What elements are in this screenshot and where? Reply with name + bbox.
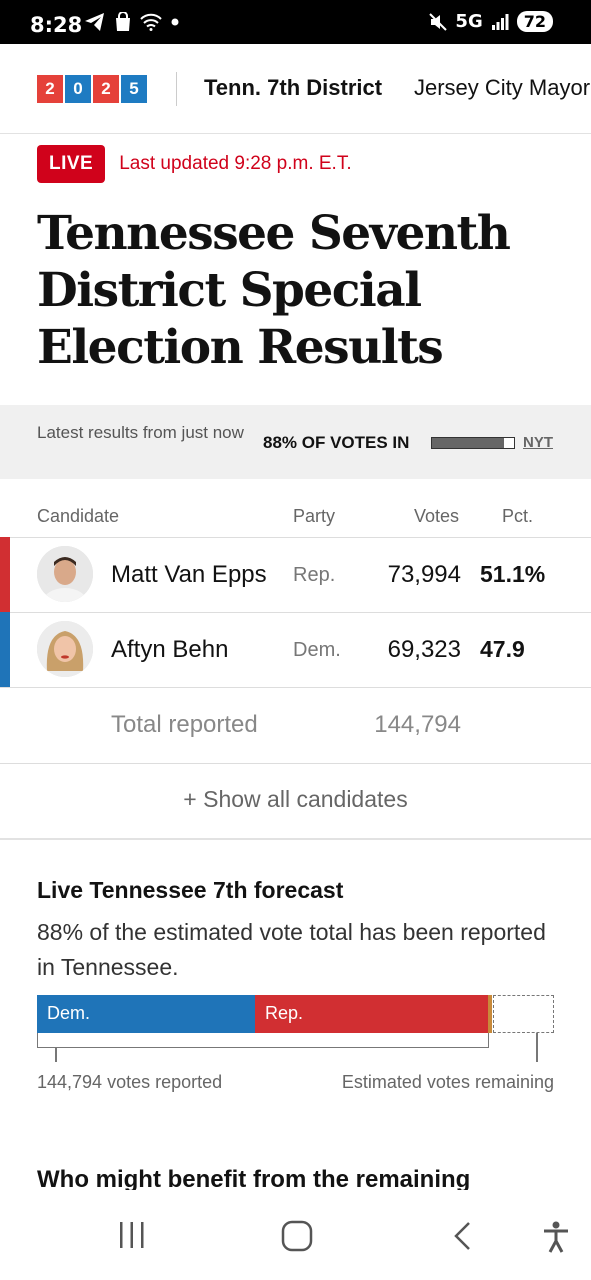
logo-digit: 2 (37, 75, 63, 103)
votes-in-progress (431, 437, 515, 449)
votes-remaining-label: Estimated votes remaining (341, 1072, 554, 1092)
table-divider (0, 763, 591, 764)
shopping-bag-icon (116, 12, 130, 31)
network-label: 5G (455, 11, 483, 32)
signal-icon (491, 13, 509, 30)
system-nav-bar (0, 1190, 591, 1280)
forecast-title: Live Tennessee 7th forecast (37, 877, 344, 903)
header-pct: Pct. (502, 506, 534, 526)
home-icon[interactable] (280, 1220, 314, 1252)
next-section-heading: Who might benefit from the remaining (37, 1166, 471, 1190)
recent-apps-icon[interactable] (116, 1220, 148, 1250)
last-updated: Last updated 9:28 p.m. E.T. (119, 153, 352, 174)
back-icon[interactable] (450, 1220, 476, 1252)
nyt-source-link[interactable]: NYT (523, 434, 553, 451)
candidate-name: Aftyn Behn (111, 636, 229, 663)
forecast-bar-dem: Dem. (37, 995, 255, 1033)
forecast-bar: Dem. Rep. (37, 995, 554, 1033)
battery-icon: 72 (516, 11, 553, 32)
latest-results-text: Latest results from just now (37, 423, 244, 442)
candidate-votes: 73,994 (387, 561, 461, 588)
forecast-bar-other (488, 995, 492, 1033)
forecast-bar-remaining (493, 995, 554, 1033)
party-color-stripe (0, 612, 10, 687)
votes-reported-label: 144,794 votes reported (37, 1072, 223, 1092)
nav-item-tenn-7th-district[interactable]: Tenn. 7th District (204, 75, 383, 100)
dot-icon (171, 18, 179, 26)
logo-digit: 0 (65, 75, 91, 103)
section-divider (0, 838, 591, 840)
avatar-matt-van-epps (37, 546, 93, 602)
candidate-pct: 51.1% (480, 561, 546, 587)
live-status: LIVE Last updated 9:28 p.m. E.T. (37, 145, 352, 183)
status-bar: 8:28 5G 72 (0, 0, 591, 44)
total-reported-label: Total reported (111, 711, 258, 738)
header-candidate: Candidate (37, 506, 120, 526)
results-status-bar: Latest results from just now 88% OF VOTE… (0, 405, 591, 479)
avatar-aftyn-behn (37, 621, 93, 677)
nav-divider (176, 72, 177, 106)
votes-in-progress-fill (432, 438, 505, 448)
candidate-pct: 47.9 (480, 636, 525, 662)
live-badge: LIVE (37, 145, 106, 183)
status-left-icons (84, 12, 180, 32)
table-divider (0, 612, 591, 613)
header-party: Party (293, 506, 336, 526)
candidate-name: Matt Van Epps (111, 561, 267, 588)
candidate-party: Dem. (293, 639, 341, 661)
votes-in-label: 88% OF VOTES IN (263, 433, 410, 452)
status-right-icons: 5G 72 (429, 11, 553, 32)
show-all-candidates-button[interactable]: + Show all candidates (183, 786, 408, 812)
forecast-bar-rep: Rep. (255, 995, 488, 1033)
top-nav: 2 0 2 5 Tenn. 7th District Jersey City M… (0, 44, 591, 134)
logo-digit: 2 (93, 75, 119, 103)
nav-item-jersey-city-mayor[interactable]: Jersey City Mayor (414, 75, 591, 100)
mute-icon (429, 12, 448, 31)
accessibility-icon[interactable] (541, 1220, 571, 1254)
reported-bracket (37, 1033, 489, 1048)
status-time: 8:28 (30, 13, 83, 37)
total-reported-votes: 144,794 (374, 711, 461, 738)
party-color-stripe (0, 537, 10, 612)
forecast-rep-label: Rep. (265, 1003, 304, 1023)
candidate-votes: 69,323 (387, 636, 461, 663)
table-divider (0, 537, 591, 538)
candidate-party: Rep. (293, 564, 336, 586)
candidate-row-van-epps: Matt Van Epps Rep. 73,994 51.1% (0, 537, 591, 612)
header-votes: Votes (414, 506, 460, 526)
remaining-tick (536, 1033, 538, 1062)
election-2025-logo[interactable]: 2 0 2 5 (37, 75, 147, 103)
logo-digit: 5 (121, 75, 147, 103)
table-divider (0, 687, 591, 688)
wifi-icon (140, 13, 162, 31)
candidate-row-behn: Aftyn Behn Dem. 69,323 47.9 (0, 612, 591, 687)
reported-tick (55, 1047, 57, 1062)
forecast-dem-label: Dem. (47, 1003, 91, 1023)
telegram-icon (85, 13, 104, 31)
page-title: Tennessee Seventh District Special Elect… (37, 206, 511, 375)
forecast-description: 88% of the estimated vote total has been… (37, 919, 546, 980)
